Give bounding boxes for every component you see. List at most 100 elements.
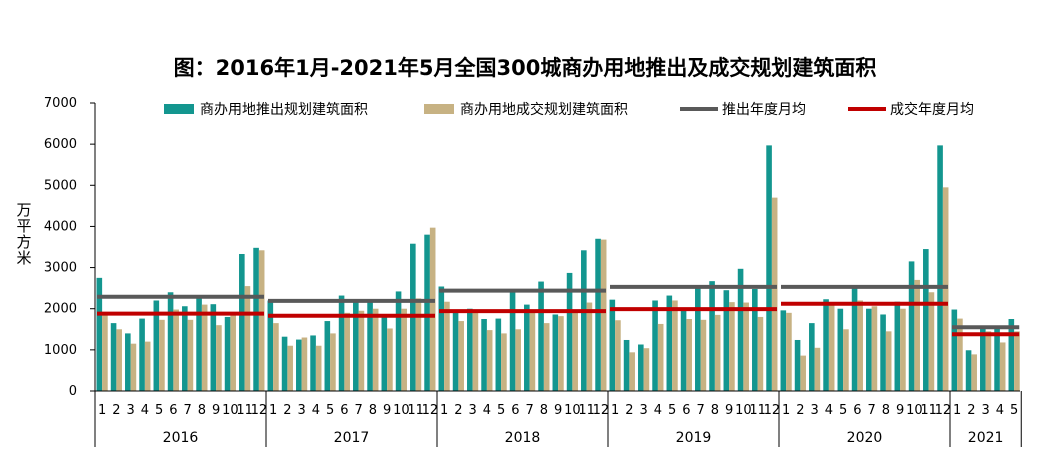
legend-label-deal_avg: 成交年度月均 <box>890 101 974 118</box>
bar-deal <box>444 301 450 391</box>
bar-supply <box>96 277 103 391</box>
bar-supply <box>281 336 288 391</box>
x-tick-label-month: 12 <box>935 403 952 418</box>
bar-supply <box>182 306 188 391</box>
y-axis-label-char: 平 <box>16 217 31 235</box>
bar-supply <box>638 344 644 391</box>
x-group-label-year: 2018 <box>505 430 541 446</box>
x-tick-label-month: 2 <box>454 403 462 418</box>
bar-deal <box>771 197 778 391</box>
y-axis: 0 1000 2000 3000 4000 5000 6000 7000 <box>44 96 96 399</box>
x-tick-label-month: 4 <box>483 403 491 418</box>
x-tick-label-month: 9 <box>725 403 733 418</box>
bar-supply <box>367 301 373 391</box>
x-tick-label-month: 2 <box>625 403 633 418</box>
bar-supply <box>709 281 715 391</box>
x-tick-label-month: 10 <box>906 403 923 418</box>
bar-deal <box>387 328 393 391</box>
bar-deal <box>515 329 521 391</box>
x-tick-label-month: 11 <box>920 403 937 418</box>
bar-deal <box>558 316 564 391</box>
bars <box>96 145 1020 391</box>
x-tick-label-month: 1 <box>611 403 619 418</box>
bar-supply <box>538 281 544 391</box>
bar-deal <box>643 348 650 391</box>
bar-deal <box>629 352 635 391</box>
x-tick-label-month: 8 <box>882 403 890 418</box>
bar-supply <box>239 253 245 391</box>
bar-supply <box>908 261 915 391</box>
bar-supply <box>794 339 801 391</box>
x-tick-label-month: 10 <box>564 403 581 418</box>
bar-deal <box>315 345 322 391</box>
bar-deal <box>942 187 949 391</box>
bar-supply <box>353 301 359 391</box>
bar-deal <box>743 302 749 391</box>
bar-deal <box>258 250 265 391</box>
legend: 商办用地推出规划建筑面积 商办用地成交规划建筑面积 推出年度月均 成交年度月均 <box>164 101 974 118</box>
bar-supply <box>666 295 673 391</box>
bar-supply <box>723 290 730 391</box>
x-tick-label-month: 11 <box>578 403 595 418</box>
bar-supply <box>125 333 131 391</box>
x-group-label-year: 2016 <box>163 430 199 446</box>
bar-deal <box>543 323 550 391</box>
x-tick-label-month: 12 <box>422 403 439 418</box>
bar-deal <box>415 298 422 391</box>
x-tick-label-month: 6 <box>340 403 348 418</box>
bar-supply <box>965 350 972 391</box>
bar-deal <box>287 345 293 391</box>
bar-supply <box>481 319 487 391</box>
legend-label-deal: 商办用地成交规划建筑面积 <box>460 101 628 118</box>
bar-supply <box>680 308 687 391</box>
bar-supply <box>994 327 1000 391</box>
bar-supply <box>224 316 231 391</box>
bar-supply <box>752 288 758 391</box>
x-tick-label-month: 2 <box>112 403 120 418</box>
bar-deal <box>757 316 764 391</box>
x-group-label-year: 2019 <box>676 430 712 446</box>
bar-deal <box>330 333 336 391</box>
bar-deal <box>714 314 721 391</box>
bar-supply <box>452 312 459 391</box>
x-tick-label-month: 7 <box>696 403 704 418</box>
x-tick-label-month: 8 <box>198 403 206 418</box>
bar-deal <box>999 342 1006 391</box>
bar-supply <box>923 249 929 391</box>
x-tick-label-month: 12 <box>593 403 610 418</box>
bar-deal <box>486 330 493 391</box>
bar-deal <box>814 347 821 391</box>
bar-deal <box>857 300 863 391</box>
x-tick-label-month: 8 <box>711 403 719 418</box>
x-tick-label-month: 6 <box>169 403 177 418</box>
x-tick-label-month: 9 <box>383 403 391 418</box>
bar-deal <box>672 300 678 391</box>
bar-deal <box>244 286 251 391</box>
bar-deal <box>401 308 407 391</box>
bar-deal <box>144 341 151 391</box>
x-tick-label-month: 4 <box>141 403 149 418</box>
y-tick-label: 5000 <box>44 178 77 193</box>
x-tick-label-month: 7 <box>354 403 362 418</box>
x-tick-label-month: 1 <box>953 403 961 418</box>
bar-deal <box>201 304 208 391</box>
x-tick-label-month: 8 <box>540 403 548 418</box>
average-lines <box>97 284 1020 337</box>
bar-supply <box>267 300 274 391</box>
bar-supply <box>837 308 844 391</box>
x-tick-label-month: 3 <box>981 403 989 418</box>
x-tick-label-month: 9 <box>554 403 562 418</box>
legend-label-supply_avg: 推出年度月均 <box>722 102 806 118</box>
bar-supply <box>851 288 858 391</box>
bar-supply <box>823 299 829 391</box>
x-tick-label-month: 8 <box>369 403 377 418</box>
bar-deal <box>429 227 436 391</box>
bar-deal <box>344 312 350 391</box>
x-tick-label-month: 6 <box>682 403 690 418</box>
bar-supply <box>766 145 772 391</box>
x-tick-label-month: 1 <box>782 403 790 418</box>
bar-deal <box>686 319 692 391</box>
bar-deal <box>301 337 308 391</box>
